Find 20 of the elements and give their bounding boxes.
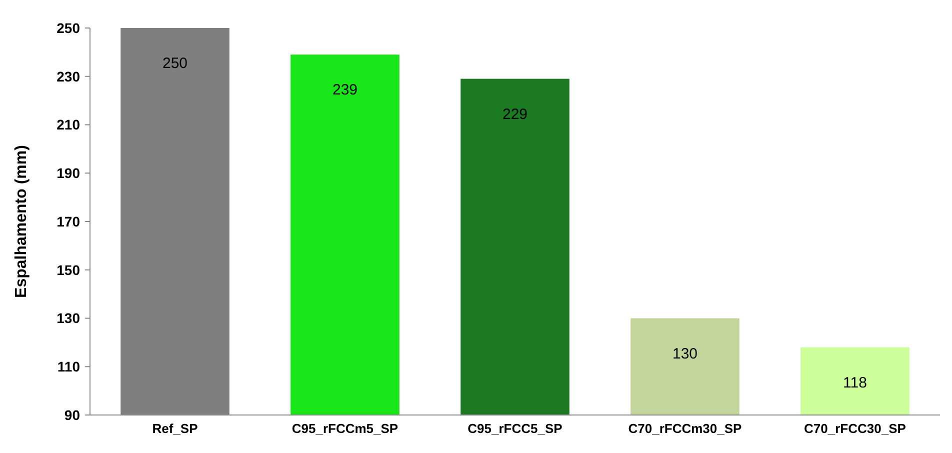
y-tick-label: 130 (56, 310, 80, 326)
y-tick-label: 210 (56, 116, 80, 133)
y-tick-label: 170 (56, 213, 80, 230)
data-label: 118 (843, 374, 867, 392)
y-tick-label: 90 (64, 406, 80, 423)
x-tick-label: C95_rFCCm5_SP (292, 421, 398, 436)
data-label: 239 (332, 82, 358, 99)
x-tick-label: Ref_SP (152, 421, 198, 436)
y-axis-title: Espalhamento (mm) (13, 145, 30, 298)
x-tick-label: C70_rFCCm30_SP (628, 421, 742, 436)
y-tick-label: 150 (56, 262, 80, 278)
x-tick-label: C70_rFCC30_SP (804, 421, 906, 436)
x-tick-label: C95_rFCC5_SP (468, 421, 563, 436)
data-label: 250 (162, 55, 188, 72)
data-label: 229 (502, 106, 528, 123)
y-tick-label: 190 (56, 165, 80, 182)
y-tick-label: 250 (56, 20, 80, 36)
data-label: 130 (672, 345, 698, 362)
y-tick-label: 230 (56, 68, 80, 84)
y-tick-label: 110 (57, 358, 80, 375)
